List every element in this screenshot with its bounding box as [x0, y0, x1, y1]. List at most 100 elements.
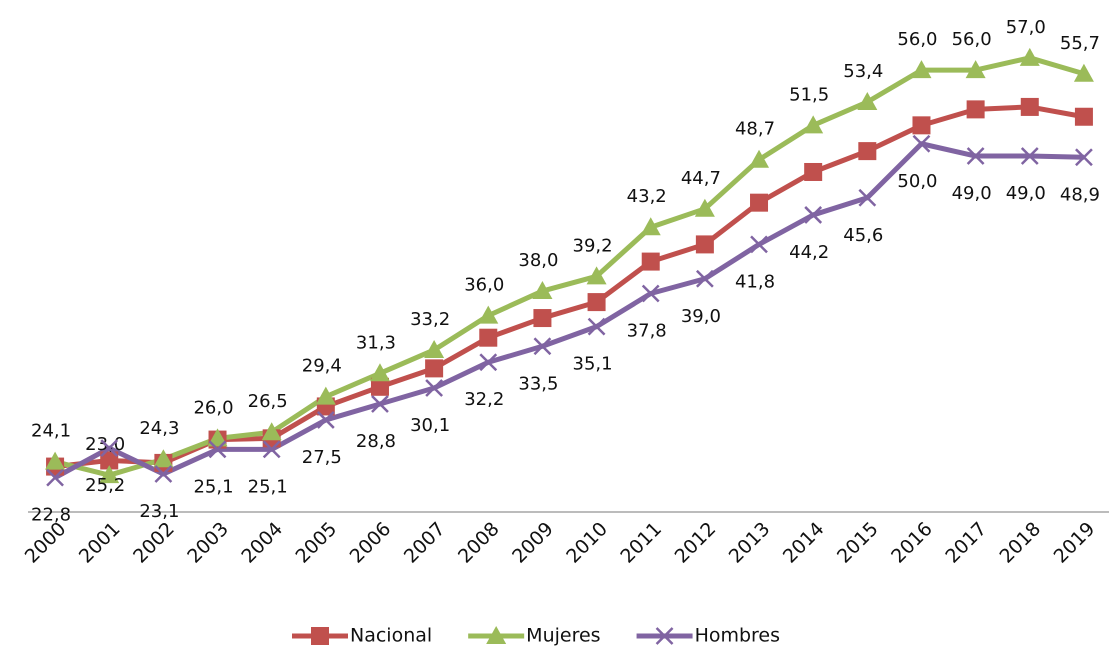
marker [371, 395, 389, 413]
marker [154, 465, 173, 483]
marker [478, 305, 499, 324]
marker [804, 206, 823, 224]
data-label: 41,8 [735, 271, 775, 292]
marker [1020, 147, 1039, 165]
legend-label: Hombres [695, 625, 780, 647]
marker [369, 363, 390, 382]
marker [99, 465, 120, 484]
data-label: 44,7 [681, 168, 721, 189]
data-label: 35,1 [573, 354, 613, 375]
marker [858, 188, 877, 207]
marker [587, 293, 606, 312]
marker [641, 284, 660, 303]
x-tick-label: 2014 [779, 518, 829, 568]
marker [695, 269, 714, 288]
data-label: 22,8 [31, 505, 71, 526]
data-label: 28,8 [356, 431, 396, 452]
x-tick-label: 2008 [454, 518, 504, 568]
data-label: 36,0 [464, 275, 504, 296]
marker [641, 252, 660, 271]
marker [695, 235, 714, 254]
x-tick-label: 2012 [671, 518, 721, 568]
marker [153, 449, 174, 468]
x-tick-label: 2017 [941, 518, 991, 568]
data-label: 24,1 [31, 421, 71, 442]
x-tick-label: 2010 [562, 518, 612, 568]
data-label: 55,7 [1060, 33, 1100, 54]
data-label: 48,9 [1060, 184, 1100, 205]
x-tick-label: 2002 [129, 518, 179, 568]
marker [1020, 97, 1039, 116]
marker [479, 353, 498, 372]
marker [912, 116, 931, 135]
data-label: 24,3 [139, 418, 179, 439]
x-tick-label: 2011 [616, 518, 666, 568]
data-label: 26,0 [193, 397, 233, 418]
marker [749, 149, 770, 168]
marker [425, 359, 444, 378]
marker [804, 162, 823, 181]
data-label: 56,0 [952, 29, 992, 50]
marker [966, 147, 985, 165]
data-label: 25,2 [85, 475, 125, 496]
marker [858, 142, 877, 161]
data-label: 38,0 [518, 250, 558, 271]
data-label: 56,0 [897, 29, 937, 50]
data-label: 37,8 [627, 321, 667, 342]
data-label: 32,2 [464, 389, 504, 410]
marker [45, 451, 66, 470]
x-tick-label: 2019 [1050, 518, 1100, 568]
marker [1074, 107, 1093, 126]
marker [533, 309, 552, 328]
x-tick-label: 2006 [346, 518, 396, 568]
legend-marker [486, 626, 507, 644]
marker [640, 217, 661, 236]
marker [586, 266, 607, 285]
data-label: 50,0 [897, 171, 937, 192]
x-tick-label: 2009 [508, 518, 558, 568]
marker [100, 439, 119, 458]
data-label: 23,1 [139, 501, 179, 522]
marker [803, 115, 824, 134]
marker [750, 193, 769, 212]
data-label: 49,0 [1006, 183, 1046, 204]
data-label: 29,4 [302, 356, 342, 377]
marker [315, 386, 336, 405]
marker [966, 100, 985, 119]
data-label: 39,0 [681, 306, 721, 327]
x-tick-label: 2003 [183, 518, 233, 568]
series-line [54, 55, 1085, 478]
marker [479, 328, 498, 347]
marker [370, 377, 389, 396]
data-label: 31,3 [356, 332, 396, 353]
data-label: 33,2 [410, 309, 450, 330]
marker [262, 440, 281, 459]
marker [46, 468, 64, 487]
data-label: 25,1 [193, 476, 233, 497]
x-tick-label: 2018 [995, 518, 1045, 568]
x-tick-label: 2004 [237, 518, 287, 568]
data-label: 25,1 [248, 476, 288, 497]
marker [1075, 148, 1093, 167]
x-tick-label: 2005 [291, 518, 341, 568]
marker [587, 317, 606, 336]
marker [424, 339, 445, 358]
data-label: 51,5 [789, 84, 829, 105]
series-line [53, 141, 1084, 480]
marker [533, 337, 552, 356]
marker [965, 60, 986, 79]
data-label: 39,2 [573, 235, 613, 256]
marker [1073, 63, 1094, 82]
marker [207, 428, 228, 447]
x-tick-label: 2013 [725, 518, 775, 568]
legend: Nacional Mujeres Hombres [292, 625, 780, 647]
marker [750, 235, 768, 254]
data-label: 43,2 [627, 186, 667, 207]
x-tick-label: 2016 [887, 518, 937, 568]
x-tick-label: 2015 [833, 518, 883, 568]
x-tick-label: 2007 [400, 518, 450, 568]
data-label: 53,4 [843, 61, 883, 82]
marker [208, 440, 227, 459]
marker [911, 60, 932, 79]
